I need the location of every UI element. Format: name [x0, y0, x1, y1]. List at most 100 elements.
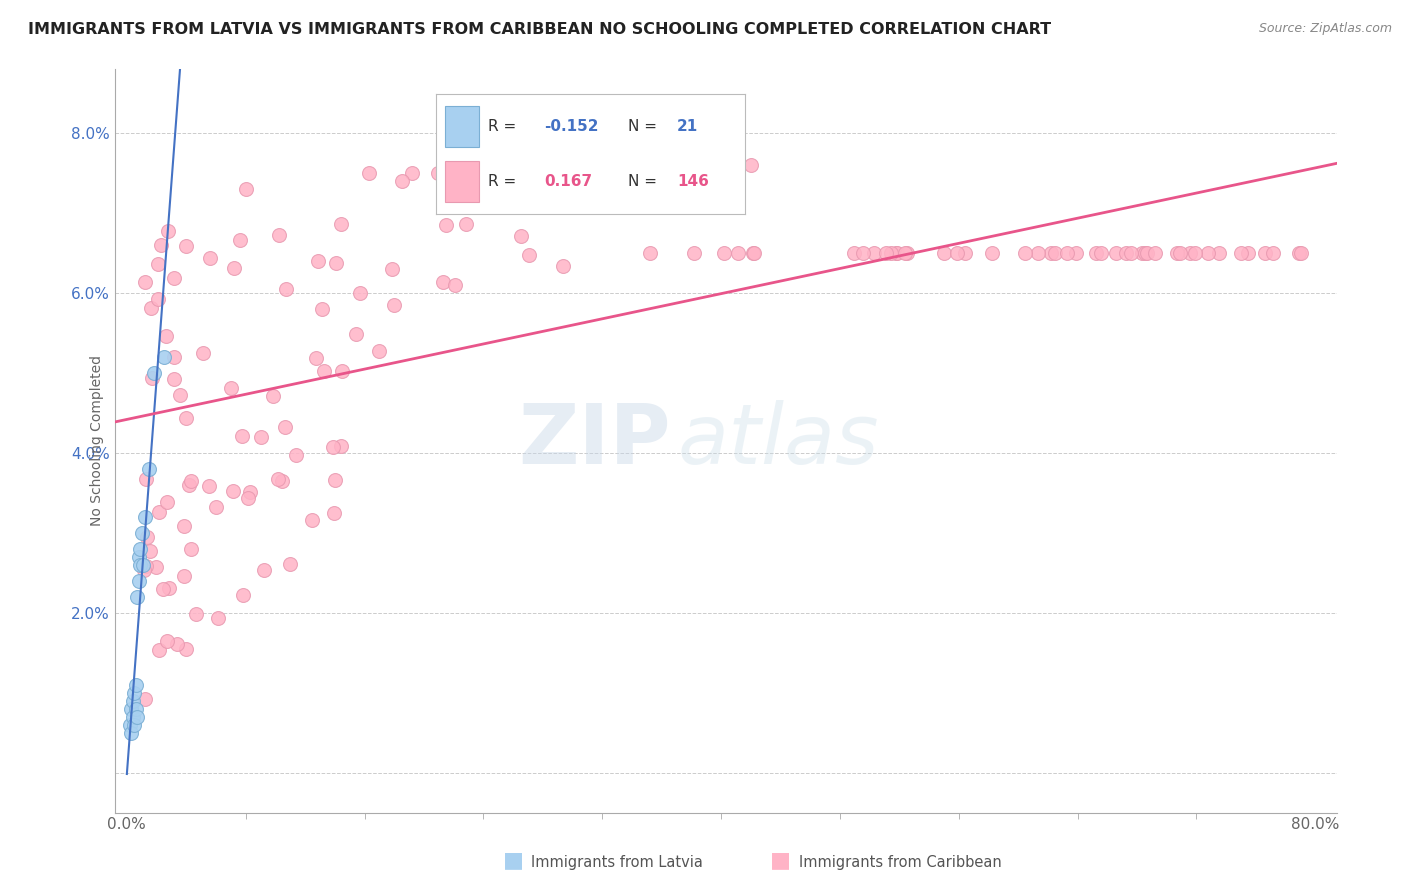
Point: [163, 270, 186, 285]
Point: [636, 165, 658, 179]
Point: [391, 174, 413, 188]
Point: [880, 245, 903, 260]
Point: [163, 372, 186, 386]
Point: [236, 491, 259, 505]
Point: [219, 381, 242, 395]
Point: [145, 560, 167, 574]
Point: [169, 387, 191, 401]
Point: [152, 582, 174, 597]
Text: R =: R =: [488, 174, 516, 189]
Point: [235, 181, 257, 195]
Point: [382, 298, 405, 312]
Y-axis label: No Schooling Completed: No Schooling Completed: [90, 355, 104, 526]
Point: [134, 558, 156, 573]
Point: [124, 685, 146, 699]
Point: [139, 301, 162, 315]
Point: [454, 217, 477, 231]
Point: [173, 518, 195, 533]
Point: [174, 239, 197, 253]
Point: [609, 165, 631, 179]
Text: R =: R =: [488, 119, 516, 134]
Point: [894, 245, 917, 260]
Point: [478, 165, 501, 179]
Point: [129, 541, 152, 556]
Point: [186, 607, 208, 621]
Point: [325, 256, 347, 270]
Point: [444, 277, 467, 292]
Point: [1084, 245, 1107, 260]
Point: [322, 507, 344, 521]
Point: [307, 254, 329, 268]
Text: ■: ■: [770, 850, 790, 870]
Point: [273, 420, 295, 434]
Point: [146, 293, 169, 307]
Point: [118, 717, 141, 731]
Point: [153, 350, 176, 364]
Point: [945, 245, 967, 260]
Point: [157, 581, 180, 595]
Point: [627, 165, 650, 179]
Point: [132, 558, 155, 572]
Point: [131, 525, 153, 540]
Point: [285, 448, 308, 462]
Point: [311, 302, 333, 317]
Point: [1144, 245, 1167, 260]
Point: [231, 429, 253, 443]
Point: [517, 248, 540, 262]
Point: [148, 643, 170, 657]
Point: [502, 165, 524, 179]
Text: atlas: atlas: [678, 400, 879, 481]
Point: [173, 569, 195, 583]
Point: [222, 484, 245, 499]
Point: [305, 351, 328, 365]
Point: [177, 478, 200, 492]
Point: [1028, 245, 1050, 260]
Point: [1237, 245, 1260, 260]
Text: ■: ■: [503, 850, 523, 870]
Point: [349, 285, 371, 300]
Point: [163, 350, 186, 364]
Text: N =: N =: [627, 174, 657, 189]
Point: [148, 505, 170, 519]
Point: [842, 245, 865, 260]
Point: [852, 245, 875, 260]
Point: [127, 590, 149, 604]
Point: [266, 472, 288, 486]
Point: [1121, 245, 1143, 260]
Point: [250, 430, 273, 444]
Point: [426, 165, 449, 179]
Point: [132, 563, 155, 577]
Point: [156, 495, 179, 509]
Text: 21: 21: [678, 119, 699, 134]
Point: [228, 233, 250, 247]
Point: [1040, 245, 1063, 260]
Point: [330, 439, 353, 453]
Point: [232, 588, 254, 602]
Point: [280, 557, 302, 571]
Point: [1130, 245, 1153, 260]
Point: [357, 165, 380, 179]
Point: [886, 245, 908, 260]
Point: [148, 257, 170, 271]
Point: [127, 709, 149, 723]
Point: [120, 725, 142, 739]
Bar: [446, 106, 479, 146]
Point: [205, 500, 228, 514]
Point: [561, 165, 583, 179]
Point: [128, 574, 150, 588]
Point: [121, 693, 143, 707]
Point: [270, 474, 292, 488]
Point: [529, 165, 551, 179]
Bar: [446, 161, 479, 202]
Point: [239, 485, 262, 500]
Point: [1166, 245, 1188, 260]
Point: [142, 366, 165, 380]
Point: [129, 558, 152, 572]
Point: [134, 692, 156, 706]
Point: [1014, 245, 1036, 260]
Point: [128, 549, 150, 564]
Point: [191, 346, 214, 360]
Point: [124, 717, 146, 731]
Point: [368, 344, 391, 359]
Point: [1230, 245, 1253, 260]
